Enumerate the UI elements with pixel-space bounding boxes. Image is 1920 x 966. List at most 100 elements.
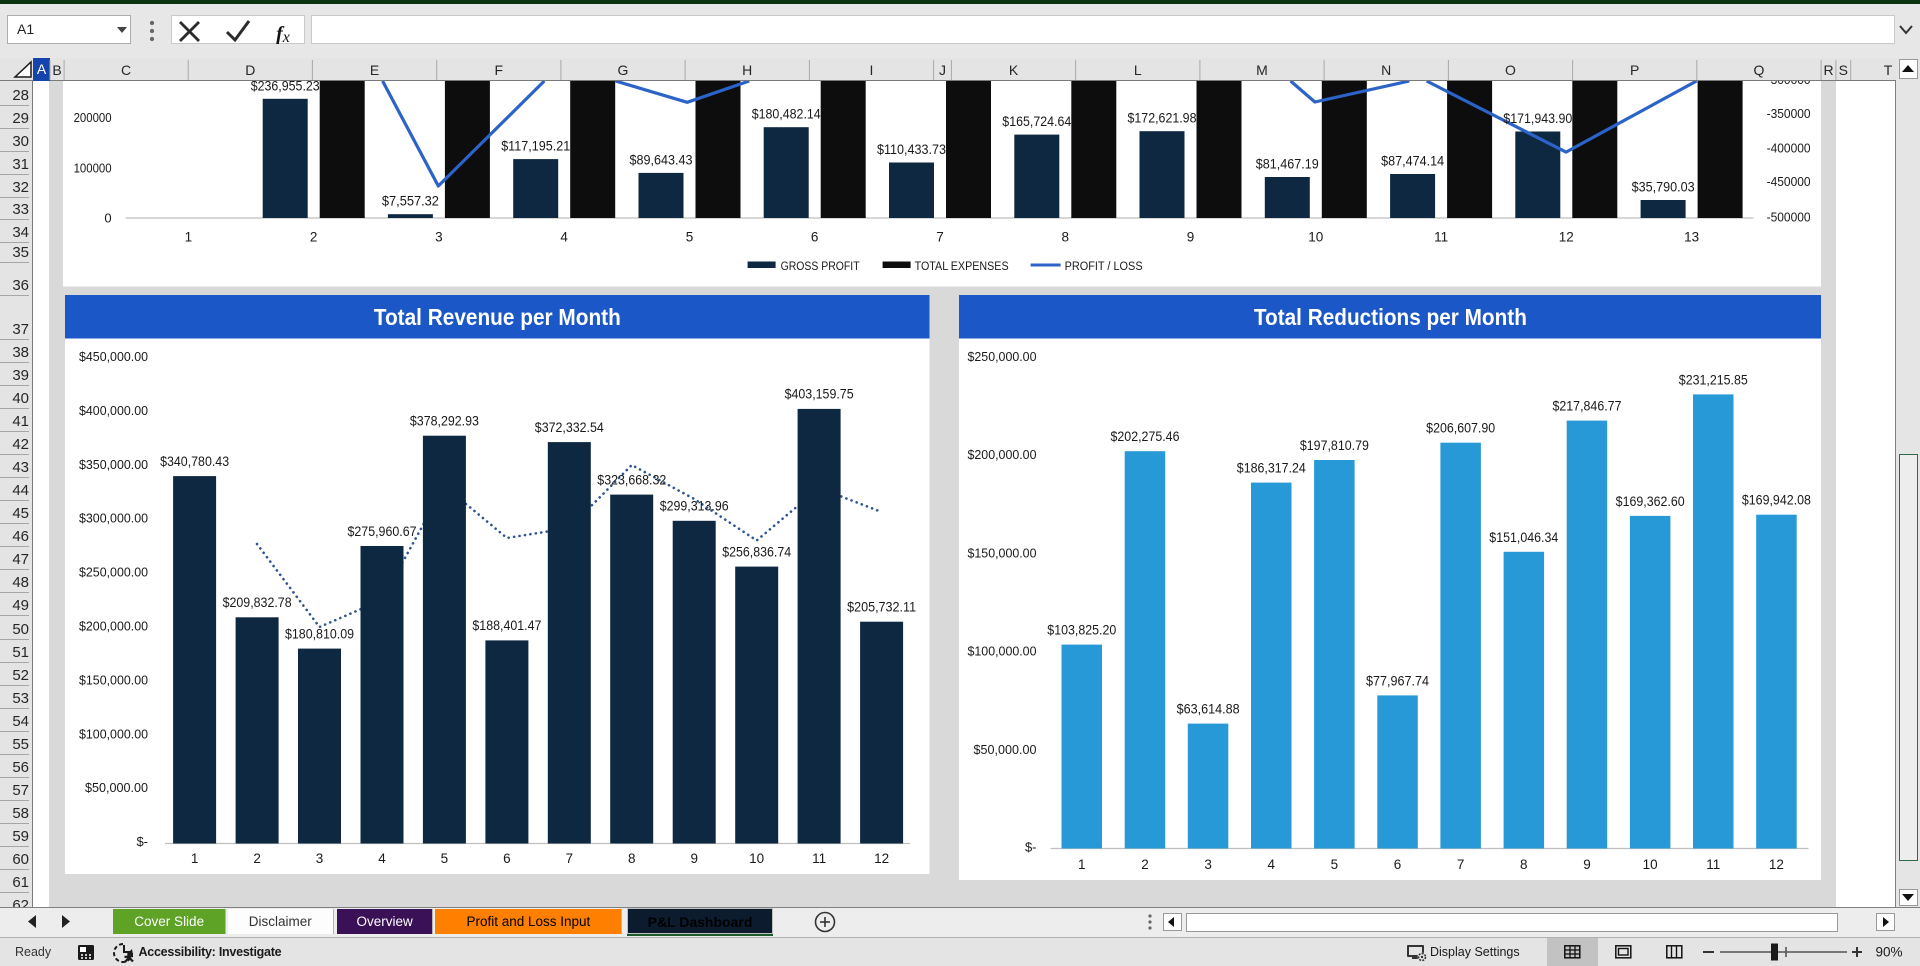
svg-text:$63,614.88: $63,614.88	[1176, 701, 1239, 717]
svg-text:$186,317.24: $186,317.24	[1236, 460, 1305, 476]
svg-text:$256,836.74: $256,836.74	[722, 543, 791, 559]
svg-text:$188,401.47: $188,401.47	[472, 617, 541, 633]
svg-text:12: 12	[874, 851, 889, 866]
svg-text:-300000: -300000	[1767, 81, 1811, 87]
svg-text:$-: $-	[136, 834, 148, 849]
svg-text:4: 4	[378, 851, 386, 866]
svg-text:$180,810.09: $180,810.09	[285, 625, 354, 641]
svg-text:$372,332.54: $372,332.54	[535, 419, 604, 435]
svg-text:1: 1	[191, 851, 199, 866]
svg-text:GROSS PROFIT: GROSS PROFIT	[781, 261, 860, 273]
svg-text:$200,000.00: $200,000.00	[967, 447, 1036, 462]
svg-text:6: 6	[811, 230, 819, 245]
svg-text:$77,967.74: $77,967.74	[1365, 672, 1428, 688]
svg-text:fx: fx	[276, 23, 290, 44]
svg-text:10: 10	[749, 851, 764, 866]
svg-text:$171,943.90: $171,943.90	[1504, 110, 1573, 126]
svg-text:$50,000.00: $50,000.00	[85, 780, 148, 795]
svg-text:$250,000.00: $250,000.00	[79, 565, 148, 580]
svg-text:5: 5	[686, 230, 694, 245]
svg-text:4: 4	[561, 230, 569, 245]
svg-text:13: 13	[1684, 230, 1699, 245]
svg-text:$-: $-	[1024, 840, 1036, 855]
svg-text:$236,955.23: $236,955.23	[251, 81, 320, 93]
svg-text:$117,195.21: $117,195.21	[502, 138, 571, 154]
svg-text:$197,810.79: $197,810.79	[1299, 437, 1368, 453]
svg-text:11: 11	[812, 851, 826, 866]
svg-text:$403,159.75: $403,159.75	[785, 386, 854, 402]
svg-text:$180,482.14: $180,482.14	[752, 106, 821, 122]
svg-text:-450000: -450000	[1767, 174, 1811, 189]
svg-text:$169,942.08: $169,942.08	[1741, 492, 1810, 508]
svg-text:$103,825.20: $103,825.20	[1047, 622, 1116, 638]
svg-text:$100,000.00: $100,000.00	[967, 644, 1036, 659]
svg-text:$340,780.43: $340,780.43	[160, 453, 229, 469]
svg-text:5: 5	[1330, 857, 1338, 872]
svg-text:$50,000.00: $50,000.00	[973, 742, 1036, 757]
svg-text:$165,724.64: $165,724.64	[1003, 113, 1072, 129]
svg-text:7: 7	[1456, 857, 1464, 872]
svg-text:$300,000.00: $300,000.00	[79, 511, 148, 526]
svg-text:$206,607.90: $206,607.90	[1426, 420, 1495, 436]
svg-text:-500000: -500000	[1767, 210, 1811, 225]
svg-text:$151,046.34: $151,046.34	[1489, 529, 1558, 545]
svg-text:$169,362.60: $169,362.60	[1615, 493, 1684, 509]
svg-text:$217,846.77: $217,846.77	[1552, 398, 1621, 414]
svg-text:$7,557.32: $7,557.32	[382, 193, 439, 209]
svg-text:6: 6	[1393, 857, 1401, 872]
svg-text:$209,832.78: $209,832.78	[223, 594, 292, 610]
svg-text:$250,000.00: $250,000.00	[967, 349, 1036, 364]
svg-text:$450,000.00: $450,000.00	[79, 349, 148, 364]
svg-text:0: 0	[105, 211, 112, 226]
svg-text:9: 9	[690, 851, 698, 866]
svg-text:9: 9	[1187, 230, 1195, 245]
svg-text:PROFIT / LOSS: PROFIT / LOSS	[1065, 261, 1143, 273]
svg-text:$378,292.93: $378,292.93	[410, 413, 479, 429]
svg-text:2: 2	[253, 851, 261, 866]
svg-text:$299,313.96: $299,313.96	[660, 498, 729, 514]
svg-text:3: 3	[316, 851, 324, 866]
svg-text:Total Reductions per Month: Total Reductions per Month	[1253, 304, 1526, 330]
svg-text:$200,000.00: $200,000.00	[79, 619, 148, 634]
svg-text:$202,275.46: $202,275.46	[1110, 428, 1179, 444]
svg-text:10: 10	[1642, 857, 1657, 872]
svg-text:2: 2	[310, 230, 318, 245]
svg-text:6: 6	[503, 851, 511, 866]
svg-text:Total Revenue per Month: Total Revenue per Month	[374, 304, 621, 330]
svg-text:$172,621.98: $172,621.98	[1128, 110, 1197, 126]
svg-text:$150,000.00: $150,000.00	[79, 672, 148, 687]
svg-text:12: 12	[1559, 230, 1574, 245]
svg-text:200000: 200000	[74, 110, 112, 125]
svg-text:7: 7	[566, 851, 574, 866]
svg-text:90%: 90%	[1875, 945, 1902, 960]
svg-text:$35,790.03: $35,790.03	[1632, 179, 1695, 195]
svg-text:$100,000.00: $100,000.00	[79, 726, 148, 741]
svg-text:-350000: -350000	[1767, 106, 1811, 121]
svg-text:3: 3	[436, 230, 444, 245]
svg-text:9: 9	[1583, 857, 1591, 872]
svg-text:11: 11	[1706, 857, 1720, 872]
svg-text:$205,732.11: $205,732.11	[847, 599, 916, 615]
svg-text:10: 10	[1309, 230, 1324, 245]
svg-text:100000: 100000	[74, 160, 112, 175]
svg-text:8: 8	[1062, 230, 1070, 245]
svg-text:2: 2	[1141, 857, 1149, 872]
svg-text:1: 1	[185, 230, 193, 245]
svg-text:3: 3	[1204, 857, 1212, 872]
svg-text:TOTAL EXPENSES: TOTAL EXPENSES	[915, 261, 1009, 273]
svg-text:1: 1	[1078, 857, 1086, 872]
svg-text:12: 12	[1768, 857, 1783, 872]
svg-text:$350,000.00: $350,000.00	[79, 457, 148, 472]
svg-text:-400000: -400000	[1767, 141, 1811, 156]
svg-text:$81,467.19: $81,467.19	[1256, 156, 1319, 172]
svg-text:$400,000.00: $400,000.00	[79, 403, 148, 418]
svg-text:11: 11	[1434, 230, 1448, 245]
svg-text:8: 8	[628, 851, 636, 866]
svg-text:7: 7	[937, 230, 945, 245]
svg-text:$87,474.14: $87,474.14	[1381, 153, 1444, 169]
svg-text:$110,433.73: $110,433.73	[877, 141, 946, 157]
svg-text:$231,215.85: $231,215.85	[1678, 371, 1747, 387]
svg-text:$323,668.32: $323,668.32	[597, 471, 666, 487]
svg-text:$150,000.00: $150,000.00	[967, 545, 1036, 560]
svg-text:$89,643.43: $89,643.43	[630, 151, 693, 167]
